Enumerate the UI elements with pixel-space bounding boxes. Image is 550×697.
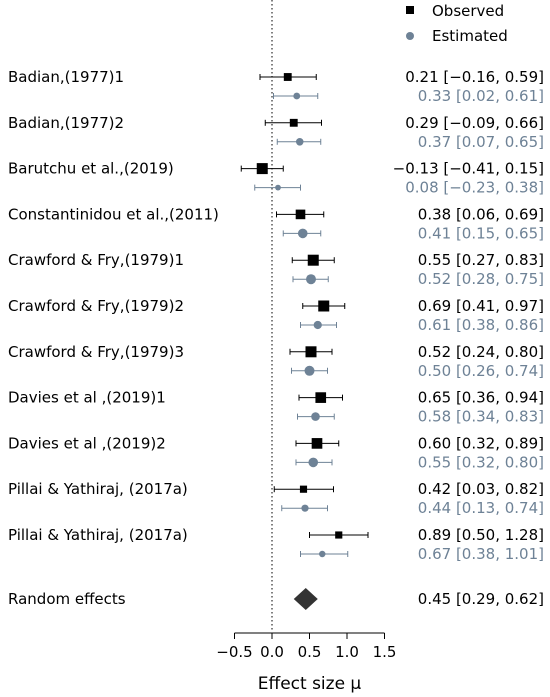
observed-point (311, 438, 323, 449)
estimated-value-label: 0.58 [0.34, 0.83] (418, 408, 544, 426)
estimated-point (313, 320, 322, 330)
estimated-point (297, 228, 308, 239)
estimated-value-label: 0.55 [0.32, 0.80] (418, 453, 544, 471)
observed-value-label: 0.21 [−0.16, 0.59] (405, 68, 544, 86)
observed-value-label: 0.38 [0.06, 0.69] (418, 205, 544, 223)
estimated-point (293, 92, 301, 100)
estimated-value-label: 0.08 [−0.23, 0.38] (405, 179, 544, 197)
study-label: Barutchu et al.,(2019) (8, 160, 174, 178)
study-label: Crawford & Fry,(1979)2 (8, 297, 184, 315)
study-label: Badian,(1977)2 (8, 114, 124, 132)
pooled-estimate-diamond (293, 588, 318, 610)
observed-point (283, 73, 292, 81)
estimated-value-label: 0.52 [0.28, 0.75] (418, 270, 544, 288)
estimated-value-label: 0.37 [0.07, 0.65] (418, 133, 544, 151)
estimated-point (301, 504, 309, 512)
x-axis-tick-label: 0.0 (260, 643, 284, 661)
estimated-value-label: 0.41 [0.15, 0.65] (418, 224, 544, 242)
x-axis-tick-label: 1.5 (373, 643, 397, 661)
observed-value-label: −0.13 [−0.41, 0.15] (393, 160, 544, 178)
observed-value-label: 0.69 [0.41, 0.97] (418, 297, 544, 315)
x-axis-tick-label: 1.0 (335, 643, 359, 661)
estimated-value-label: 0.67 [0.38, 1.01] (418, 545, 544, 563)
observed-point (295, 209, 306, 220)
observed-point (318, 300, 330, 312)
estimated-value-label: 0.50 [0.26, 0.74] (418, 362, 544, 380)
estimated-point (275, 184, 281, 191)
estimated-point (304, 365, 315, 376)
legend-estimated-marker (406, 32, 414, 40)
observed-value-label: 0.60 [0.32, 0.89] (418, 434, 544, 452)
observed-value-label: 0.89 [0.50, 1.28] (418, 526, 544, 544)
estimated-point (311, 412, 320, 421)
observed-value-label: 0.52 [0.24, 0.80] (418, 343, 544, 361)
estimated-value-label: 0.33 [0.02, 0.61] (418, 87, 544, 105)
pooled-label: Random effects (8, 590, 126, 608)
observed-value-label: 0.55 [0.27, 0.83] (418, 251, 544, 269)
observed-value-label: 0.29 [−0.09, 0.66] (405, 114, 544, 132)
estimated-point (306, 274, 316, 285)
observed-point (289, 118, 298, 127)
estimated-point (295, 138, 304, 146)
estimated-point (319, 550, 326, 558)
study-label: Crawford & Fry,(1979)3 (8, 343, 184, 361)
x-axis-title: Effect size μ (258, 674, 362, 694)
observed-point (335, 531, 343, 539)
study-label: Davies et al ,(2019)2 (8, 434, 166, 452)
estimated-value-label: 0.61 [0.38, 0.86] (418, 316, 544, 334)
observed-point (307, 254, 319, 266)
pooled-value-label: 0.45 [0.29, 0.62] (418, 590, 544, 608)
x-axis-tick-label: 0.5 (298, 643, 322, 661)
observed-point (256, 163, 268, 175)
study-label: Badian,(1977)1 (8, 68, 124, 86)
observed-point (315, 392, 327, 403)
study-label: Pillai & Yathiraj, (2017a) (8, 480, 188, 498)
study-label: Davies et al ,(2019)1 (8, 389, 166, 407)
observed-value-label: 0.42 [0.03, 0.82] (418, 480, 544, 498)
observed-value-label: 0.65 [0.36, 0.94] (418, 389, 544, 407)
estimated-point (308, 457, 319, 468)
legend-observed-label: Observed (432, 2, 504, 20)
legend-observed-marker (406, 6, 414, 14)
estimated-value-label: 0.44 [0.13, 0.74] (418, 499, 544, 517)
study-label: Constantinidou et al.,(2011) (8, 205, 219, 223)
x-axis-tick-label: −0.5 (216, 643, 252, 661)
study-label: Crawford & Fry,(1979)1 (8, 251, 184, 269)
observed-point (305, 346, 317, 358)
legend-estimated-label: Estimated (432, 27, 508, 45)
observed-point (299, 485, 308, 493)
study-label: Pillai & Yathiraj, (2017a) (8, 526, 188, 544)
